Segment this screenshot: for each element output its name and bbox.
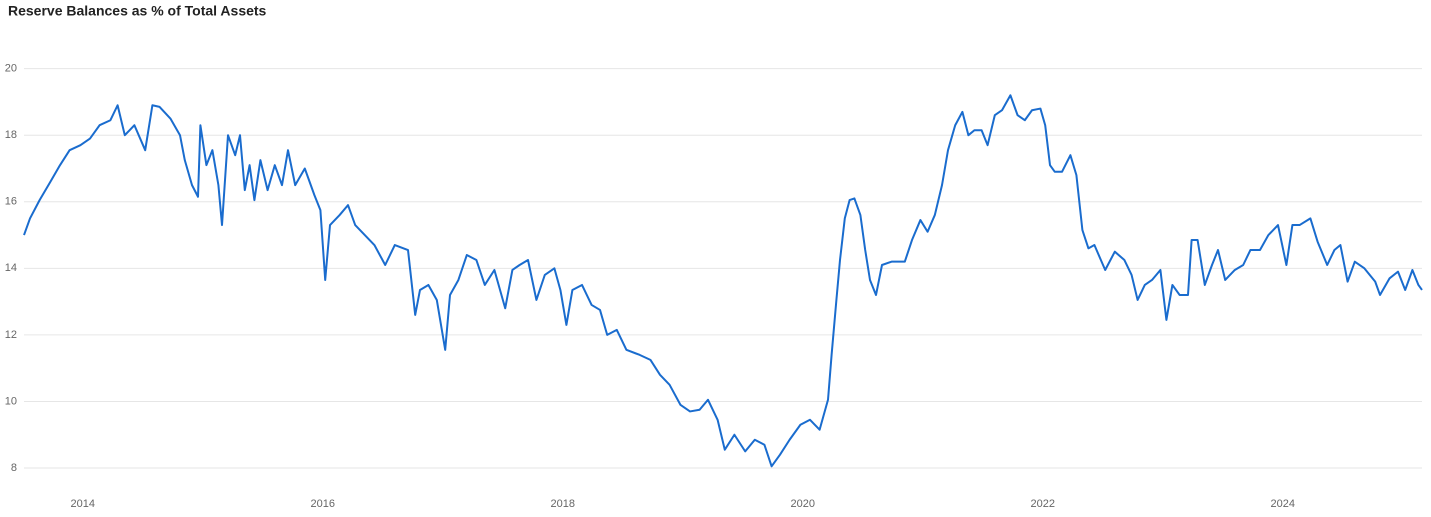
data-line <box>23 94 1423 468</box>
chart-title: Reserve Balances as % of Total Assets <box>8 3 267 19</box>
x-tick-label: 2014 <box>71 498 95 510</box>
y-tick-label: 14 <box>5 262 17 274</box>
x-tick-label: 2024 <box>1271 498 1295 510</box>
y-tick-label: 12 <box>5 329 17 341</box>
y-tick-label: 20 <box>5 63 17 75</box>
x-tick-label: 2022 <box>1031 498 1055 510</box>
x-tick-label: 2016 <box>311 498 335 510</box>
y-tick-label: 8 <box>11 462 17 474</box>
y-tick-label: 18 <box>5 129 17 141</box>
y-tick-label: 10 <box>5 395 17 407</box>
x-tick-label: 2020 <box>791 498 815 510</box>
x-tick-label: 2018 <box>551 498 575 510</box>
y-tick-label: 16 <box>5 196 17 208</box>
